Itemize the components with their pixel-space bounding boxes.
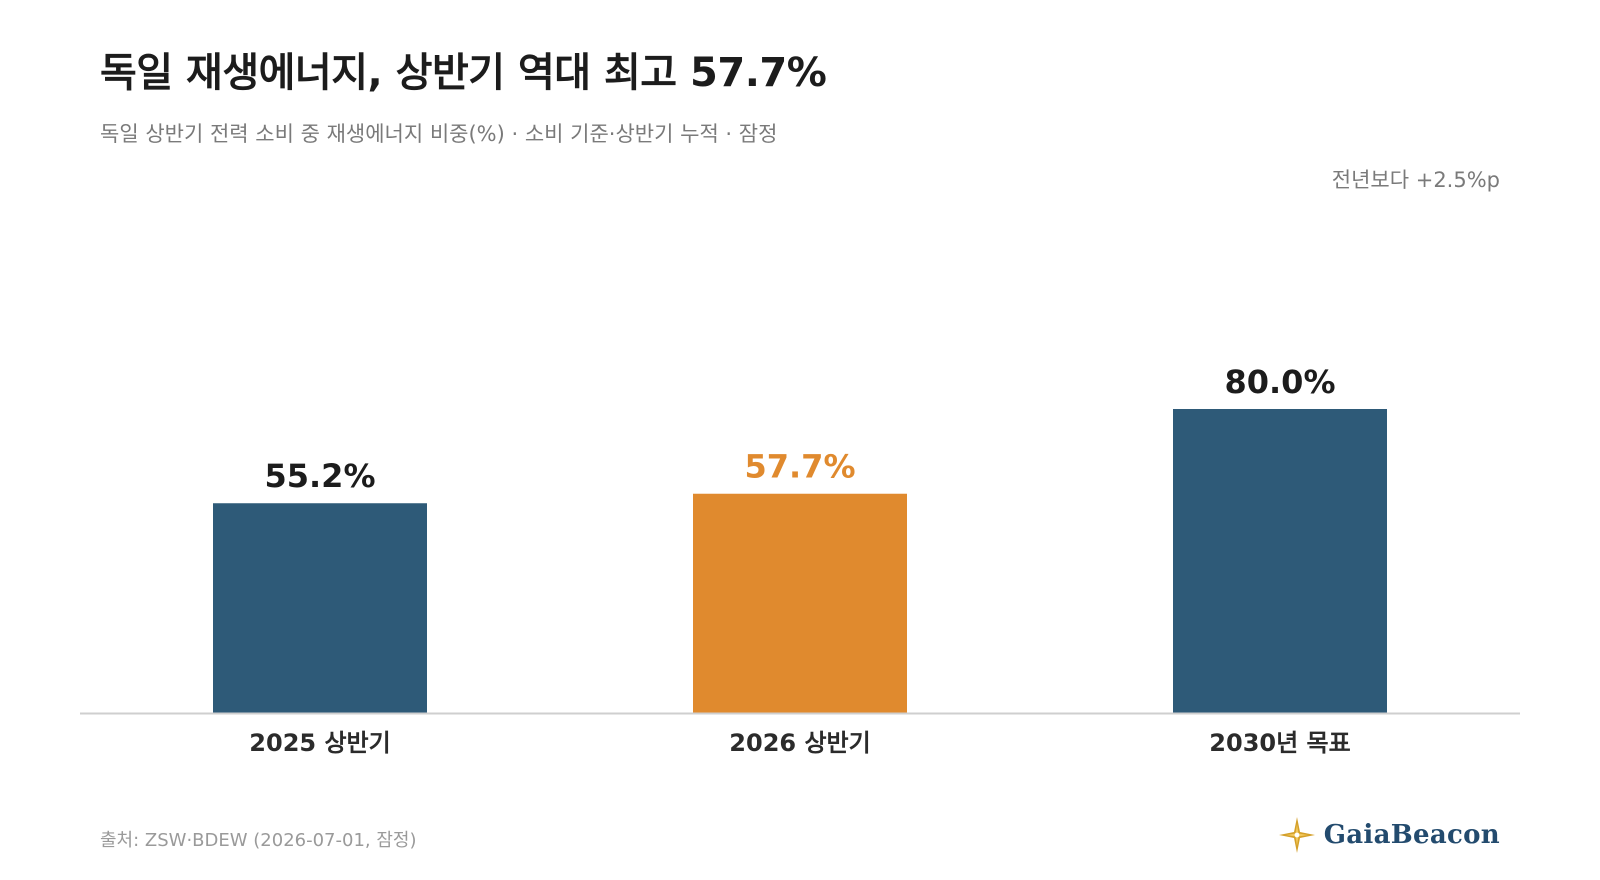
category-label-1: 2025 상반기 xyxy=(249,729,390,757)
compass-star-icon xyxy=(1278,817,1315,853)
source-note: 출처: ZSW·BDEW (2026-07-01, 잠정) xyxy=(100,830,417,851)
bar-3 xyxy=(1173,409,1387,713)
bar-2 xyxy=(693,493,907,713)
chart-subtitle: 독일 상반기 전력 소비 중 재생에너지 비중(%) · 소비 기준·상반기 누… xyxy=(100,122,778,146)
bar-value-label-3: 80.0% xyxy=(1224,363,1335,401)
chart-title: 독일 재생에너지, 상반기 역대 최고 57.7% xyxy=(100,50,827,96)
brand-logo: GaiaBeacon xyxy=(1278,816,1500,854)
bar-1 xyxy=(213,503,427,713)
delta-annotation: 전년보다 +2.5%p xyxy=(1331,168,1500,192)
category-label-2: 2026 상반기 xyxy=(729,729,870,757)
category-label-3: 2030년 목표 xyxy=(1209,729,1350,757)
bar-value-label-2: 57.7% xyxy=(744,448,855,486)
bar-value-label-1: 55.2% xyxy=(264,457,375,495)
brand-name: GaiaBeacon xyxy=(1323,820,1500,850)
